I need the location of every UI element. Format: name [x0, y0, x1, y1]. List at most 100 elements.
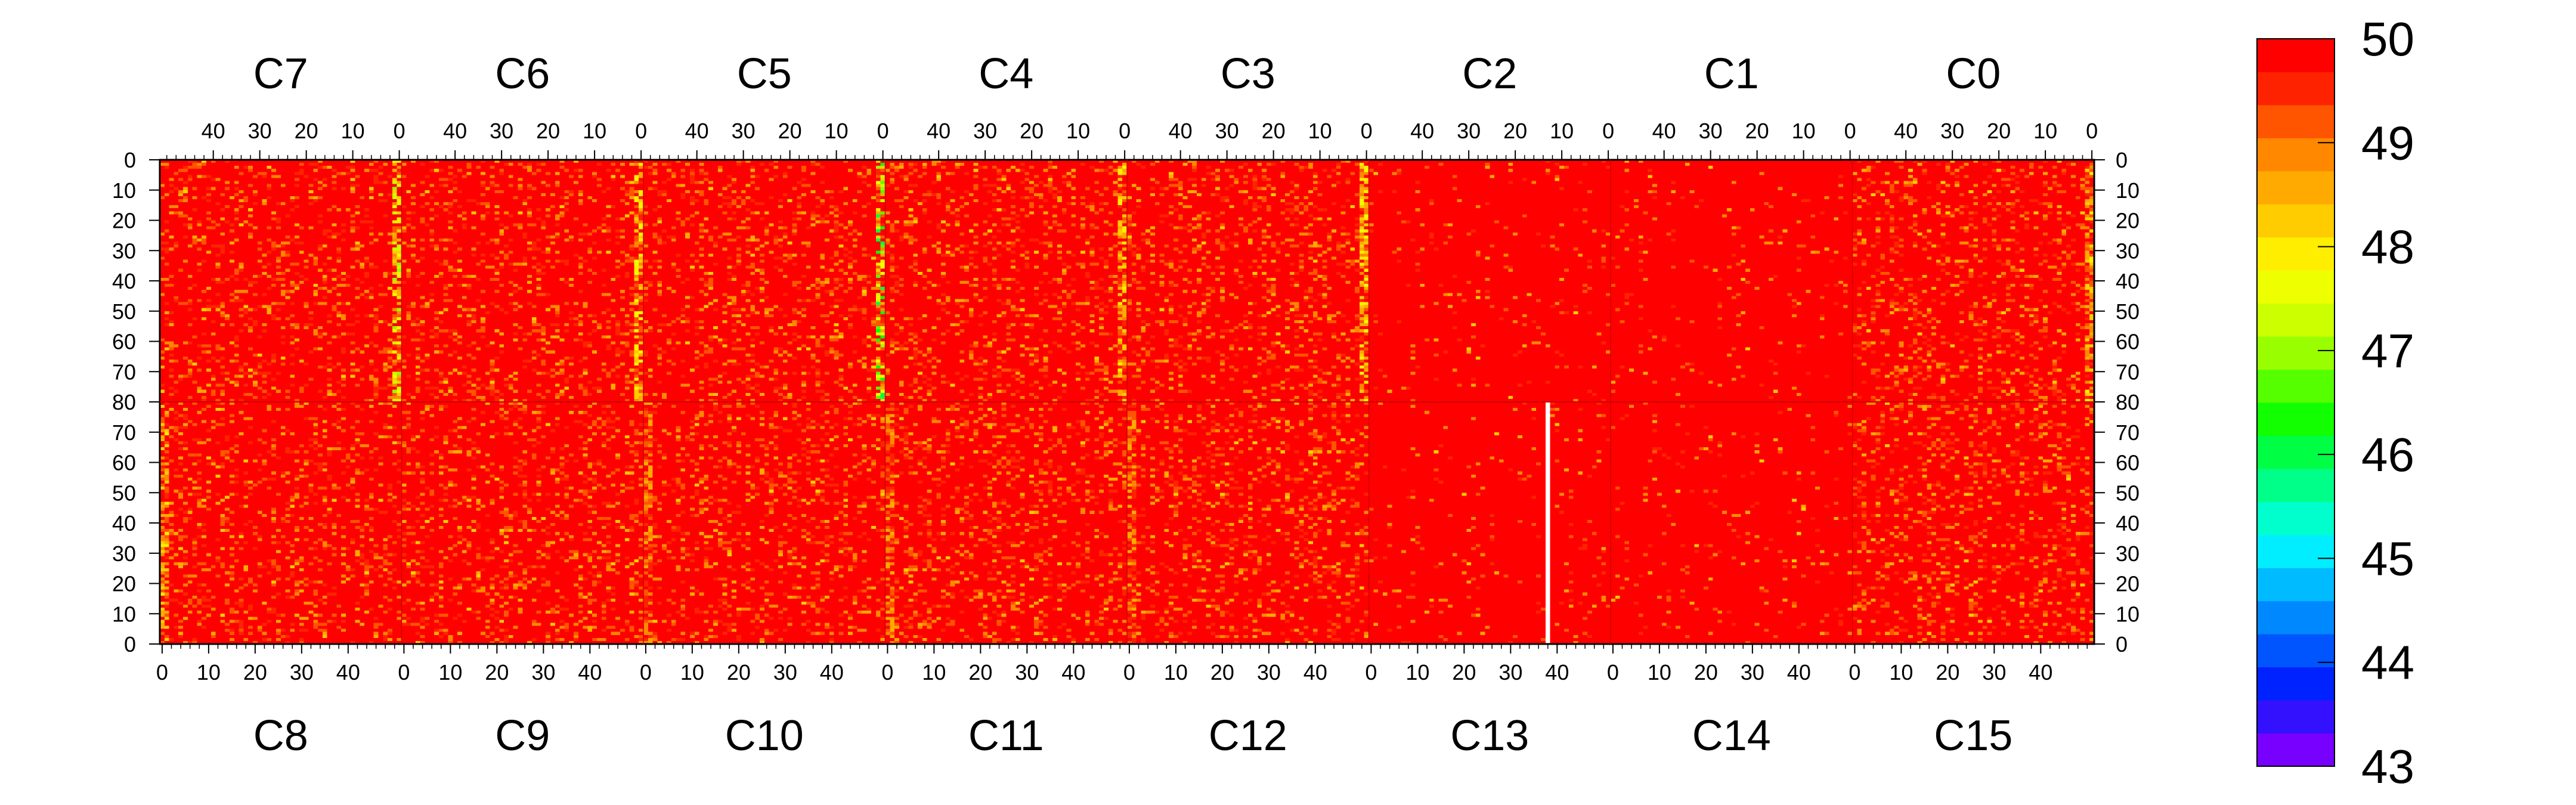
chip-label-top: C1: [1704, 50, 1759, 98]
chip-label-top: C3: [1221, 50, 1275, 98]
chip-label-bottom: C8: [253, 712, 308, 760]
x-tick-label-bottom: 20: [1210, 660, 1234, 685]
y-tick-label-left: 60: [112, 330, 136, 354]
x-tick-label-bottom: 0: [1123, 660, 1135, 685]
y-tick-label-right: 50: [2116, 481, 2140, 505]
y-tick-label-right: 40: [2116, 511, 2140, 535]
x-tick-label-top: 20: [1987, 119, 2011, 143]
x-tick-label-top: 40: [927, 119, 950, 143]
x-tick-label-top: 10: [1792, 119, 1816, 143]
x-tick-label-bottom: 30: [531, 660, 555, 685]
y-tick-label-left: 50: [112, 481, 136, 505]
x-tick-label-top: 0: [2086, 119, 2098, 143]
y-tick-label-right: 40: [2116, 269, 2140, 293]
color-scale-band: [2257, 104, 2334, 138]
chip-label-bottom: C15: [1934, 712, 2012, 760]
x-tick-label-top: 0: [1602, 119, 1614, 143]
color-scale-band: [2257, 600, 2334, 634]
x-tick-label-top: 0: [877, 119, 889, 143]
x-tick-label-bottom: 30: [1982, 660, 2006, 685]
x-tick-label-bottom: 30: [1498, 660, 1522, 685]
color-scale-band: [2257, 204, 2334, 238]
chip-label-bottom: C12: [1209, 712, 1287, 760]
y-tick-label-right: 0: [2116, 632, 2128, 657]
y-tick-label-left: 60: [112, 451, 136, 475]
x-tick-label-top: 40: [685, 119, 709, 143]
x-tick-label-bottom: 40: [336, 660, 360, 685]
x-tick-label-bottom: 10: [1889, 660, 1913, 685]
x-tick-label-bottom: 10: [197, 660, 221, 685]
chip-label-bottom: C13: [1450, 712, 1529, 760]
color-scale-band: [2257, 700, 2334, 734]
color-scale-band: [2257, 138, 2334, 172]
color-scale-band: [2257, 39, 2334, 72]
chip-label-bottom: C10: [725, 712, 804, 760]
x-tick-label-top: 20: [778, 119, 802, 143]
x-tick-label-bottom: 30: [1015, 660, 1039, 685]
x-tick-label-bottom: 40: [1787, 660, 1811, 685]
color-scale-band: [2257, 733, 2334, 767]
x-tick-label-top: 40: [202, 119, 225, 143]
y-tick-label-left: 0: [124, 632, 136, 657]
x-tick-label-top: 10: [825, 119, 849, 143]
color-scale-band: [2257, 336, 2334, 370]
color-scale-band: [2257, 402, 2334, 436]
x-tick-label-top: 20: [1262, 119, 1286, 143]
x-tick-label-bottom: 40: [578, 660, 602, 685]
color-scale-label: 44: [2361, 636, 2414, 689]
color-scale-band: [2257, 667, 2334, 701]
y-tick-label-left: 30: [112, 541, 136, 566]
color-scale-band: [2257, 270, 2334, 304]
x-tick-label-bottom: 20: [968, 660, 992, 685]
x-tick-label-bottom: 0: [1849, 660, 1860, 685]
color-scale: 50 49 48 47 46 45 44 43: [2256, 13, 2414, 793]
x-tick-label-bottom: 20: [1694, 660, 1718, 685]
chip-label-top: C7: [253, 50, 308, 98]
y-tick-label-right: 70: [2116, 360, 2140, 384]
y-tick-label-left: 10: [112, 178, 136, 203]
x-tick-label-top: 30: [1215, 119, 1239, 143]
x-tick-label-top: 20: [1020, 119, 1044, 143]
y-tick-label-right: 60: [2116, 330, 2140, 354]
x-tick-label-bottom: 10: [1405, 660, 1429, 685]
x-tick-label-top: 10: [341, 119, 365, 143]
x-tick-label-bottom: 20: [243, 660, 267, 685]
y-tick-label-left: 40: [112, 511, 136, 535]
y-tick-label-right: 0: [2116, 148, 2128, 172]
x-tick-label-bottom: 30: [290, 660, 314, 685]
color-scale-band: [2257, 568, 2334, 602]
x-tick-label-bottom: 0: [1607, 660, 1619, 685]
y-tick-label-right: 20: [2116, 572, 2140, 596]
color-scale-label: 47: [2361, 324, 2414, 377]
chip-label-top: C4: [979, 50, 1033, 98]
x-tick-label-bottom: 10: [1164, 660, 1188, 685]
x-tick-label-bottom: 30: [773, 660, 797, 685]
color-scale-band: [2257, 72, 2334, 106]
x-tick-label-top: 20: [295, 119, 318, 143]
x-tick-label-top: 40: [1169, 119, 1193, 143]
x-tick-label-bottom: 40: [1304, 660, 1327, 685]
y-tick-label-right: 10: [2116, 602, 2140, 626]
x-tick-label-bottom: 0: [156, 660, 168, 685]
y-tick-label-right: 70: [2116, 420, 2140, 445]
y-tick-label-right: 30: [2116, 541, 2140, 566]
chip-label-top: C5: [737, 50, 792, 98]
x-tick-label-bottom: 30: [1741, 660, 1764, 685]
x-tick-label-top: 10: [1066, 119, 1090, 143]
y-tick-label-left: 50: [112, 299, 136, 324]
color-scale-band: [2257, 501, 2334, 535]
x-tick-label-top: 30: [1940, 119, 1964, 143]
x-tick-label-top: 40: [1410, 119, 1434, 143]
x-tick-label-top: 40: [1652, 119, 1676, 143]
x-tick-label-top: 0: [635, 119, 647, 143]
y-tick-label-right: 10: [2116, 178, 2140, 203]
x-tick-label-top: 30: [732, 119, 756, 143]
x-tick-label-bottom: 20: [1452, 660, 1476, 685]
x-tick-label-bottom: 40: [820, 660, 844, 685]
x-tick-label-bottom: 20: [485, 660, 509, 685]
y-tick-label-left: 10: [112, 602, 136, 626]
x-tick-label-top: 30: [1699, 119, 1723, 143]
x-tick-label-top: 40: [1894, 119, 1918, 143]
y-tick-label-left: 40: [112, 269, 136, 293]
